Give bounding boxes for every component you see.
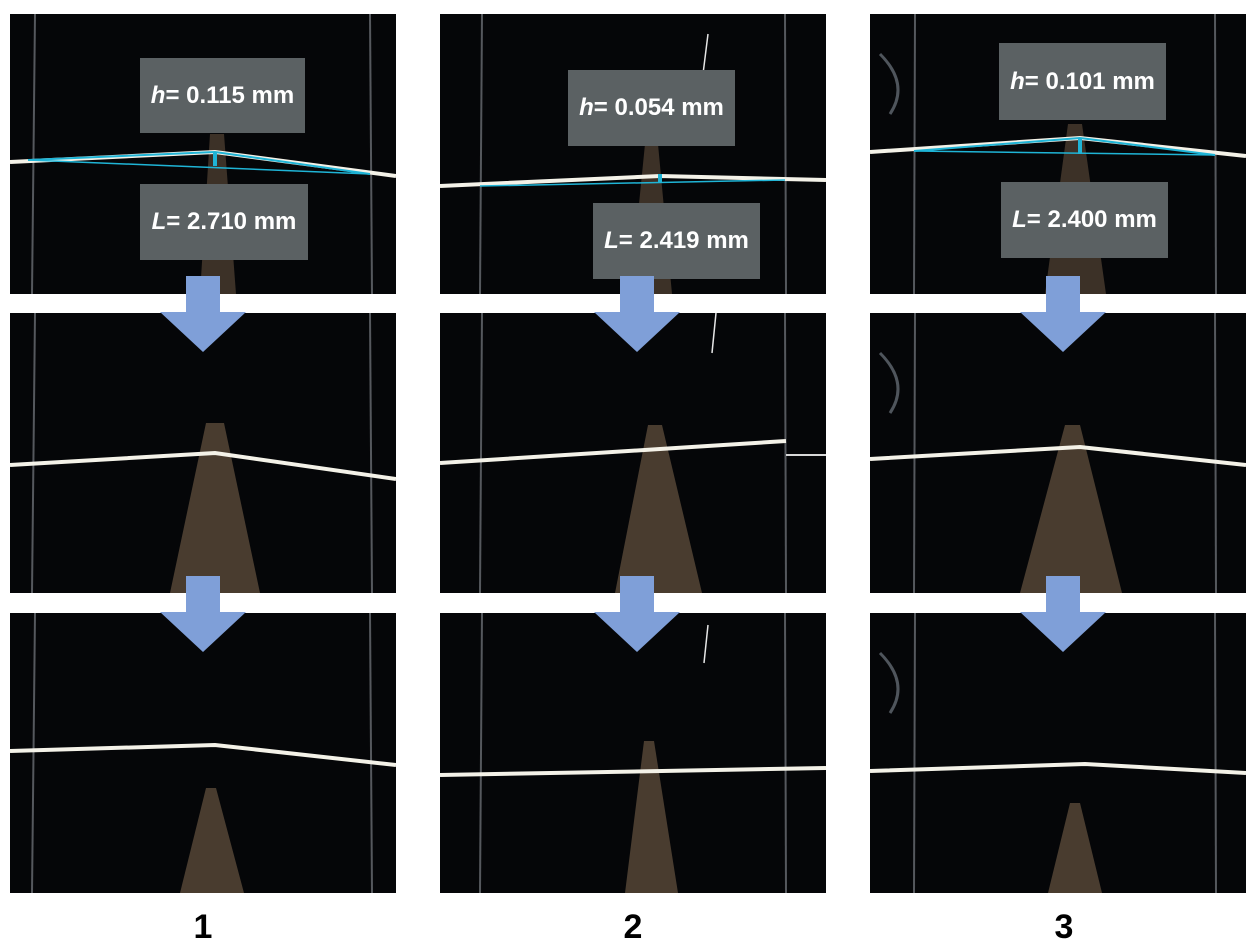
height-label: h = 0.115 mm xyxy=(140,58,305,133)
column-label-2: 2 xyxy=(623,908,643,946)
photo-col1-bottom xyxy=(10,613,396,893)
photo-col3-middle-scene xyxy=(870,313,1246,593)
photo-col2-bottom-scene xyxy=(440,613,826,893)
photo-col2-middle-scene xyxy=(440,313,826,593)
photo-col3-bottom-scene xyxy=(870,613,1246,893)
down-arrow-icon xyxy=(1020,276,1106,352)
photo-col2-middle xyxy=(440,313,826,593)
photo-col2-top: h = 0.054 mm L = 2.419 mm xyxy=(440,14,826,294)
height-label: h = 0.101 mm xyxy=(999,43,1166,120)
column-label-3: 3 xyxy=(1054,908,1074,946)
length-label: L = 2.419 mm xyxy=(593,203,760,279)
photo-col3-bottom xyxy=(870,613,1246,893)
photo-col1-top: h = 0.115 mm L = 2.710 mm xyxy=(10,14,396,294)
down-arrow-icon xyxy=(594,276,680,352)
photo-col1-middle-scene xyxy=(10,313,396,593)
height-label: h = 0.054 mm xyxy=(568,70,735,146)
photo-col1-middle xyxy=(10,313,396,593)
column-label-1: 1 xyxy=(193,908,213,946)
photo-col3-top: h = 0.101 mm L = 2.400 mm xyxy=(870,14,1246,294)
down-arrow-icon xyxy=(160,576,246,652)
down-arrow-icon xyxy=(594,576,680,652)
length-label: L = 2.710 mm xyxy=(140,184,308,260)
photo-col2-bottom xyxy=(440,613,826,893)
down-arrow-icon xyxy=(160,276,246,352)
photo-col3-middle xyxy=(870,313,1246,593)
down-arrow-icon xyxy=(1020,576,1106,652)
length-label: L = 2.400 mm xyxy=(1001,182,1168,258)
photo-col1-bottom-scene xyxy=(10,613,396,893)
